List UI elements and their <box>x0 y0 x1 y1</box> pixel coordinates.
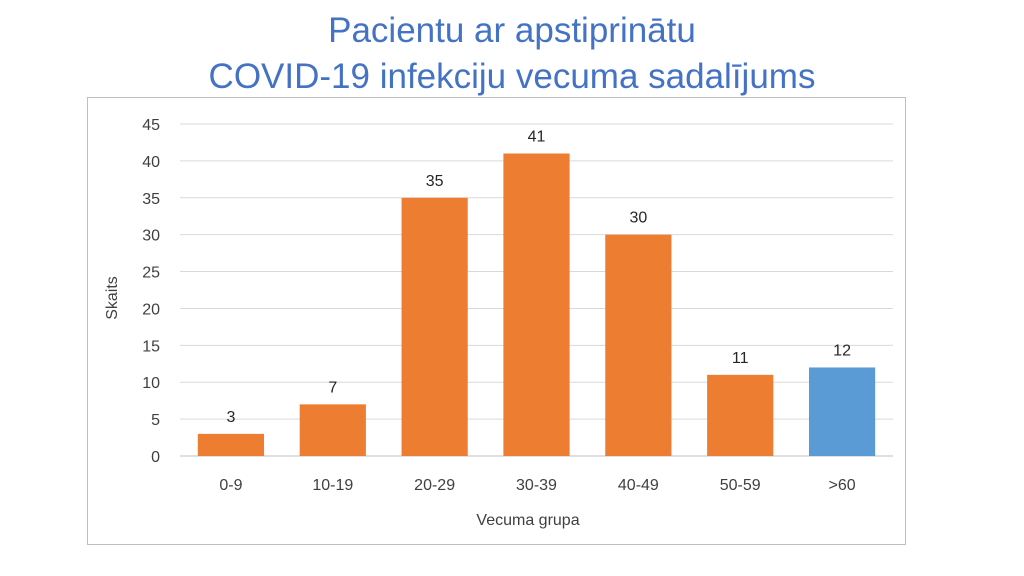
bar-30-39 <box>503 153 570 456</box>
y-tick-label-5: 5 <box>151 412 160 429</box>
data-label-10-19: 7 <box>328 379 337 396</box>
chart-title: Pacientu ar apstiprinātu COVID-19 infekc… <box>0 8 1024 100</box>
x-tick-label-60: >60 <box>829 477 856 494</box>
y-tick-label-25: 25 <box>142 265 160 282</box>
bar-0-9 <box>197 433 265 456</box>
y-tick-label-35: 35 <box>142 191 160 208</box>
data-label-60: 12 <box>833 342 851 359</box>
bar-60 <box>808 367 876 456</box>
y-axis-label: Skaits <box>104 276 121 320</box>
y-tick-label-10: 10 <box>142 375 160 392</box>
data-labels: 3 7 35 41 30 11 12 <box>226 129 851 426</box>
bar-10-19 <box>299 404 366 456</box>
bar-20-29 <box>401 197 468 456</box>
x-axis-ticks: 0-9 10-19 20-29 30-39 40-49 50-59 >60 <box>219 477 855 494</box>
y-tick-label-40: 40 <box>142 154 160 171</box>
chart-title-line-1: Pacientu ar apstiprinātu <box>328 11 696 50</box>
data-label-30-39: 41 <box>528 129 546 146</box>
x-tick-label-20-29: 20-29 <box>414 477 455 494</box>
y-axis-ticks: 0 5 10 15 20 25 30 35 40 45 <box>142 117 160 466</box>
x-tick-label-0-9: 0-9 <box>219 477 242 494</box>
y-tick-label-30: 30 <box>142 228 160 245</box>
chart-title-line-2: COVID-19 infekciju vecuma sadalījums <box>208 57 816 96</box>
y-tick-label-15: 15 <box>142 338 160 355</box>
data-label-50-59: 11 <box>732 350 749 367</box>
bars <box>197 153 876 456</box>
x-tick-label-50-59: 50-59 <box>720 477 761 494</box>
x-tick-label-40-49: 40-49 <box>618 477 659 494</box>
data-label-40-49: 30 <box>629 210 647 227</box>
bar-50-59 <box>707 374 774 456</box>
y-tick-label-20: 20 <box>142 301 160 318</box>
data-label-20-29: 35 <box>426 173 444 190</box>
x-axis-label: Vecuma grupa <box>476 512 579 529</box>
y-tick-label-45: 45 <box>142 117 160 134</box>
x-tick-label-10-19: 10-19 <box>312 477 353 494</box>
bar-40-49 <box>605 234 672 456</box>
chart-area-frame <box>87 97 906 545</box>
y-tick-label-0: 0 <box>151 449 160 466</box>
x-tick-label-30-39: 30-39 <box>516 477 557 494</box>
data-label-0-9: 3 <box>226 409 235 426</box>
